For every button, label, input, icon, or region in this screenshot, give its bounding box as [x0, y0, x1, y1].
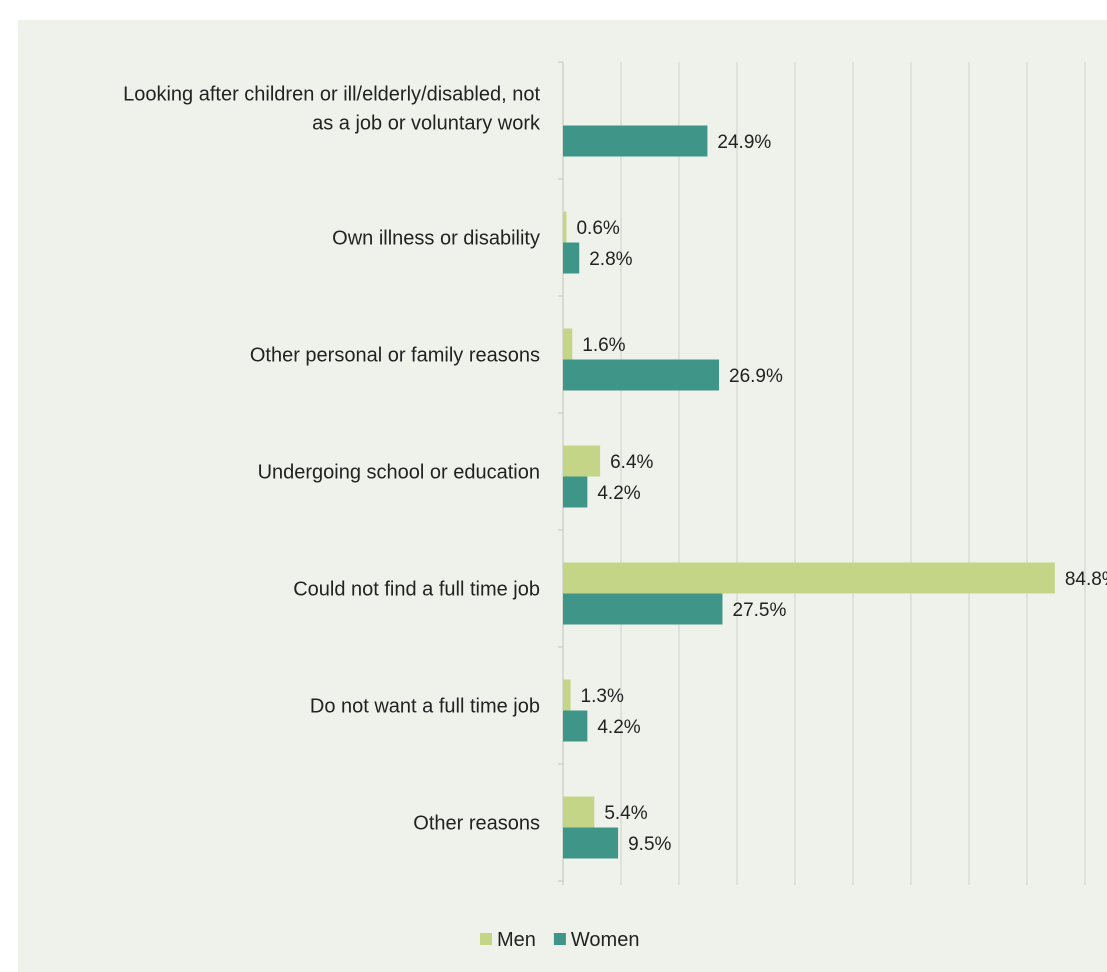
category-label: as a job or voluntary work — [312, 113, 541, 135]
category-axis — [558, 61, 564, 885]
data-label: 5.4% — [604, 803, 647, 824]
bar-men — [563, 328, 573, 360]
data-label: 27.5% — [733, 600, 787, 621]
bar-women — [563, 710, 588, 742]
legend-swatch-women — [553, 933, 566, 945]
category-label: Could not find a full time job — [293, 579, 540, 601]
labels: Looking after children or ill/elderly/di… — [123, 84, 1107, 856]
legend: Men Women — [480, 929, 639, 951]
bar-women — [563, 125, 708, 157]
bar-men — [563, 679, 571, 711]
category-label: Do not want a full time job — [310, 696, 540, 718]
data-label: 26.9% — [729, 366, 783, 387]
data-label: 84.8% — [1065, 569, 1107, 590]
category-label: Undergoing school or education — [258, 462, 540, 484]
bar-women — [563, 827, 619, 859]
data-label: 4.2% — [597, 717, 640, 738]
data-label: 2.8% — [589, 249, 632, 270]
bar-men — [563, 796, 595, 828]
bar-women — [563, 242, 580, 274]
data-label: 9.5% — [628, 834, 671, 855]
bars — [563, 125, 1055, 859]
bar-men — [563, 445, 601, 477]
legend-swatch-men — [480, 933, 492, 945]
bar-women — [563, 476, 588, 508]
data-label: 6.4% — [610, 452, 653, 473]
legend-label-women: Women — [571, 929, 640, 951]
category-label: Other reasons — [413, 813, 540, 835]
category-label: Own illness or disability — [332, 228, 540, 250]
bar-men — [563, 211, 567, 243]
bar-women — [563, 359, 720, 391]
bar-women — [563, 593, 723, 625]
legend-label-men: Men — [497, 929, 536, 951]
data-label: 4.2% — [597, 483, 640, 504]
data-label: 1.6% — [582, 335, 625, 356]
category-label: Looking after children or ill/elderly/di… — [123, 84, 540, 106]
gridlines — [620, 62, 1086, 885]
data-label: 1.3% — [581, 686, 624, 707]
data-label: 0.6% — [576, 218, 619, 239]
category-label: Other personal or family reasons — [250, 345, 540, 367]
bar-men — [563, 562, 1055, 594]
data-label: 24.9% — [717, 132, 771, 153]
